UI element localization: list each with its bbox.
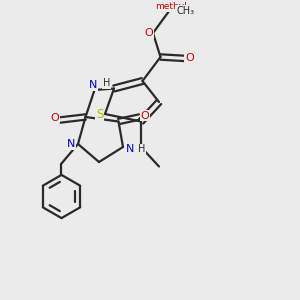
Text: O: O <box>144 28 153 38</box>
Text: S: S <box>96 107 103 121</box>
Text: CH₃: CH₃ <box>176 5 194 16</box>
Text: N: N <box>89 80 97 91</box>
Text: H: H <box>103 78 110 88</box>
Text: O: O <box>185 53 194 64</box>
Text: N: N <box>67 139 76 149</box>
Text: O: O <box>50 112 59 123</box>
Text: N: N <box>125 143 134 154</box>
Text: O: O <box>140 110 149 121</box>
Text: methyl: methyl <box>155 2 187 11</box>
Text: H: H <box>138 144 146 154</box>
